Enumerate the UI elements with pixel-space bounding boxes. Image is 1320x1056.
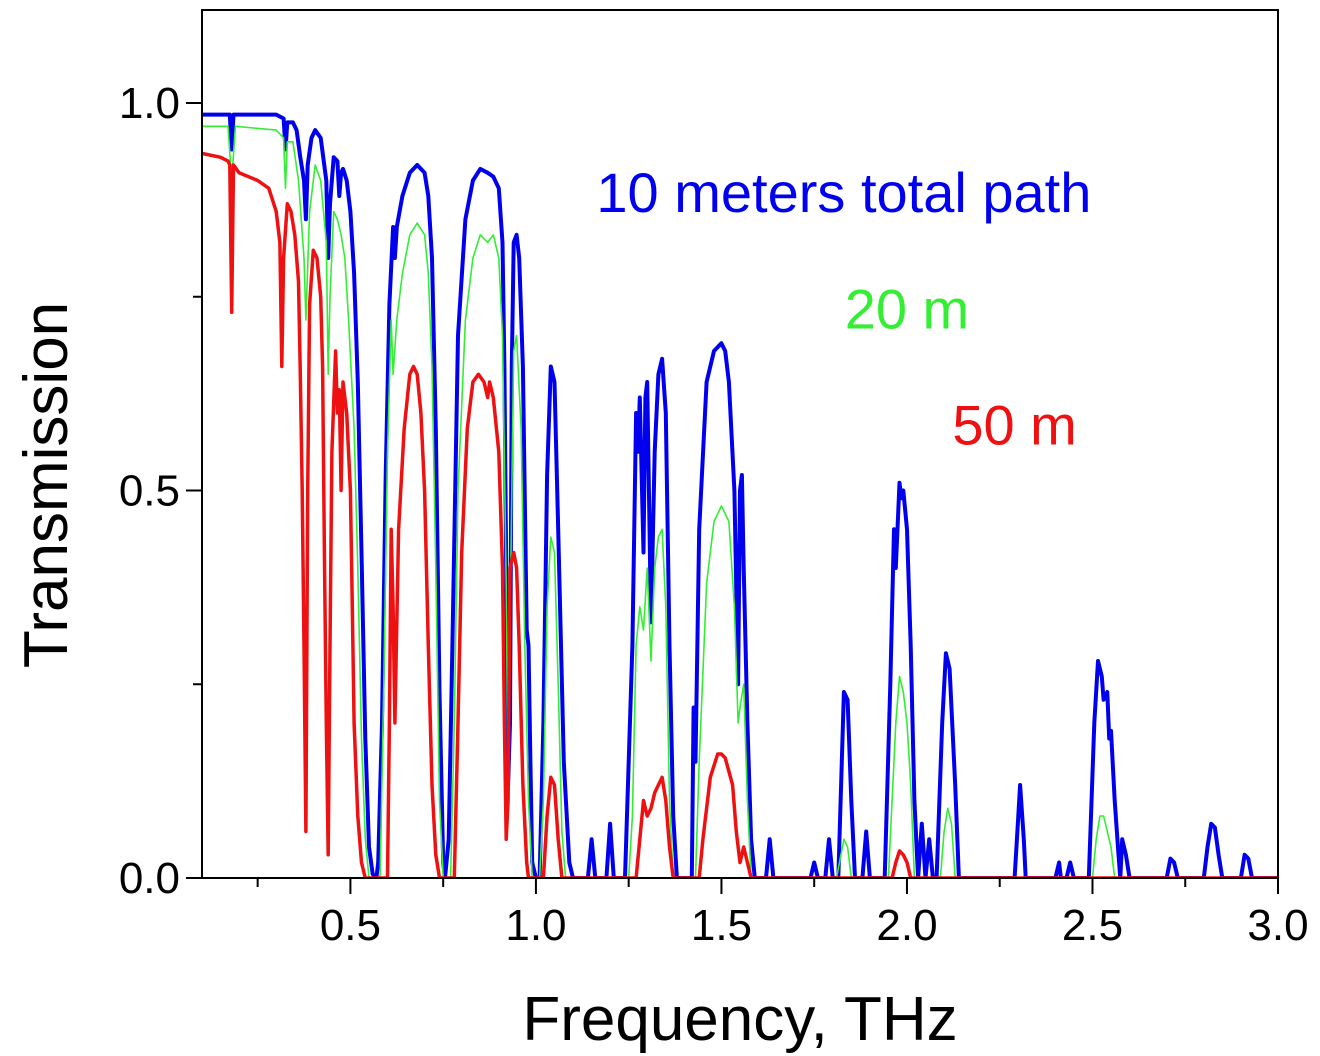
y-tick-label: 0.0 — [119, 854, 180, 903]
series-annotation-1: 10 meters total path — [596, 161, 1091, 224]
plot-frame — [201, 9, 1279, 879]
x-axis: 0.5 1.0 1.5 2.0 2.5 3.0 — [256, 878, 1309, 950]
x-tick-label: 1.0 — [505, 901, 566, 950]
series-line-1 — [202, 112, 1278, 879]
x-axis-label: Frequency, THz — [522, 985, 957, 1054]
series-annotation-3: 50 m — [952, 394, 1077, 457]
x-tick-label: 1.5 — [691, 901, 752, 950]
x-tick-label: 0.5 — [320, 901, 381, 950]
series-line-3 — [202, 151, 1278, 879]
y-axis-label: Transmission — [12, 302, 81, 668]
annotation-layer: 10 meters total path 20 m 50 m — [596, 161, 1091, 457]
series-line-2 — [202, 125, 1278, 879]
x-tick-label: 3.0 — [1247, 901, 1308, 950]
series-annotation-2: 20 m — [845, 277, 970, 340]
y-axis: 0.0 0.5 1.0 — [119, 79, 202, 903]
y-tick-label: 1.0 — [119, 79, 180, 128]
series-layer — [202, 112, 1278, 879]
x-tick-label: 2.0 — [876, 901, 937, 950]
y-tick-label: 0.5 — [119, 467, 180, 516]
x-tick-label: 2.5 — [1062, 901, 1123, 950]
